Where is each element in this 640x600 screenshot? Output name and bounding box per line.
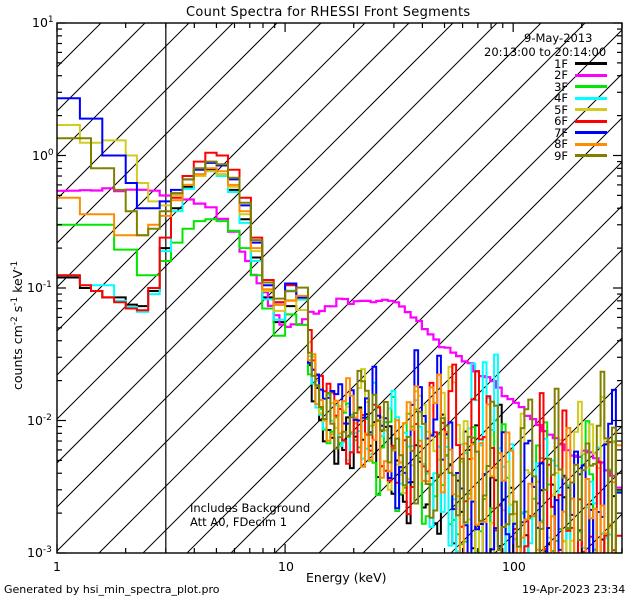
x-tick-label-1: 1 [53,559,61,574]
legend-swatch-8F [575,142,607,146]
legend-label-9F: 9F [554,148,568,163]
legend-swatch-9F [575,154,607,158]
legend-swatch-2F [575,73,607,77]
legend-item-1F: 1F [540,56,607,71]
observation-interval: 20:13:00 to 20:14:00 [484,45,607,59]
legend-item-9F: 9F [540,148,607,163]
footer-timestamp: 19-Apr-2023 23:34 [522,583,626,596]
legend-item-6F: 6F [540,114,607,129]
legend-label-3F: 3F [554,79,568,94]
includes-background-note: Includes Background [190,501,311,515]
legend-label-7F: 7F [554,125,568,140]
legend-label-4F: 4F [554,91,568,106]
observation-date: 9-May-2013 [524,31,593,45]
legend-label-6F: 6F [554,114,568,129]
legend-item-3F: 3F [540,79,607,94]
y-tick-label-1e1: 101 [32,14,54,30]
data-series-group [57,97,622,553]
legend-item-7F: 7F [540,125,607,140]
series-2F [57,187,622,489]
y-tick-label-1e0: 100 [32,147,54,163]
legend-swatch-5F [575,108,607,112]
x-axis-label: Energy (keV) [306,570,387,585]
legend-swatch-7F [575,131,607,135]
page-title: Count Spectra for RHESSI Front Segments [186,5,471,20]
footer-generator: Generated by hsi_min_spectra_plot.pro [4,583,220,596]
legend-item-8F: 8F [540,137,607,152]
legend-item-2F: 2F [540,68,607,83]
legend-swatch-6F [575,119,607,123]
legend-label-1F: 1F [554,56,568,71]
legend-swatch-3F [575,85,607,89]
x-tick-label-10: 10 [278,559,294,574]
legend-item-5F: 5F [540,102,607,117]
y-tick-label-1e-1: 10-1 [27,279,52,295]
legend-label-5F: 5F [554,102,568,117]
legend-item-4F: 4F [540,91,607,106]
y-tick-label-1e-2: 10-2 [27,412,52,428]
legend-swatch-1F [575,62,607,66]
legend-label-8F: 8F [554,137,568,152]
y-tick-label-1e-3: 10-3 [27,544,52,560]
x-tick-label-100: 100 [502,559,526,574]
y-axis-label: counts cm-2 s-1 keV-1 [9,260,25,390]
legend-label-2F: 2F [554,68,568,83]
legend-swatch-4F [575,96,607,100]
series-8F [57,167,622,553]
legend: 1F 2F 3F 4F 5F 6F 7F 8F 9F [540,56,607,163]
attenuator-note: Att A0, FDecim 1 [190,515,288,529]
series-9F [57,137,617,553]
